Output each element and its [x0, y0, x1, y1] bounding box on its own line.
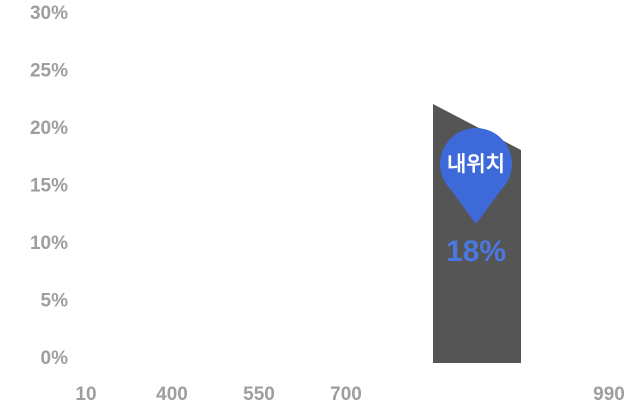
x-tick-label: 550 — [243, 384, 275, 402]
my-position-marker: 내위치 — [440, 128, 512, 224]
map-pin-icon — [440, 128, 512, 224]
my-position-value: 18% — [446, 235, 506, 268]
y-tick-label: 25% — [30, 61, 68, 82]
x-tick-label: 990 — [593, 384, 625, 402]
x-tick-label: 700 — [330, 384, 362, 402]
my-position-label: 내위치 — [447, 152, 505, 176]
y-tick-label: 30% — [30, 3, 68, 24]
y-axis: 30% 25% 20% 15% 10% 5% 0% — [30, 3, 68, 369]
y-tick-label: 5% — [41, 291, 69, 312]
y-tick-label: 10% — [30, 233, 68, 254]
x-axis: 10 400 550 700 990 — [75, 384, 624, 402]
y-tick-label: 0% — [41, 348, 69, 369]
x-tick-label: 400 — [156, 384, 188, 402]
x-tick-label: 10 — [75, 384, 96, 402]
y-tick-label: 20% — [30, 118, 68, 139]
y-tick-label: 15% — [30, 176, 68, 197]
